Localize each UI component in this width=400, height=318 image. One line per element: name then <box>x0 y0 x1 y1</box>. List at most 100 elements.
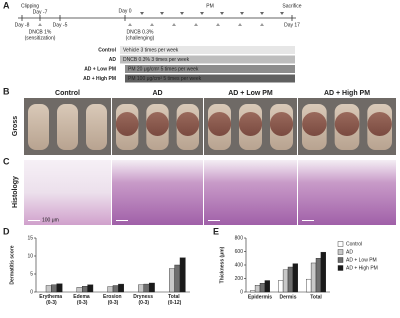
lesion <box>176 112 200 136</box>
x-tick-label: Dryness (0-3) <box>133 294 154 306</box>
bar <box>143 283 150 293</box>
treatment-bar <box>125 74 295 83</box>
scale-bar-line <box>302 220 314 221</box>
column-header: AD + Low PM <box>228 90 273 97</box>
panel-label: C <box>3 156 10 166</box>
timeline-label: DNCB 1% <box>29 29 52 35</box>
timeline-label: (sensitization) <box>25 35 56 41</box>
timeline-label: PM <box>206 3 214 9</box>
bar <box>51 284 57 293</box>
bar <box>138 284 145 293</box>
bar <box>118 283 124 293</box>
column-header: AD <box>152 90 162 97</box>
treatment-bar <box>120 46 295 54</box>
scale-bar: 100 μm <box>42 217 59 223</box>
scale-bar-line <box>116 220 128 221</box>
timeline-label: Day -5 <box>53 22 68 28</box>
bar <box>112 285 119 293</box>
legend-label: AD + High PM <box>346 265 378 271</box>
bar <box>249 290 256 293</box>
y-tick-label: 5 <box>30 271 33 277</box>
y-axis-label: Dermatitis score <box>9 245 15 284</box>
histology <box>204 160 297 225</box>
bar <box>148 282 155 293</box>
y-tick-label: 0 <box>30 289 33 295</box>
row-label: Gross <box>12 116 19 136</box>
bar <box>306 278 312 293</box>
bar <box>56 283 63 293</box>
legend-label: Control <box>346 241 362 247</box>
column-header: Control <box>55 90 80 97</box>
bar <box>107 286 114 293</box>
bar <box>264 280 270 293</box>
group-name: AD <box>109 57 117 63</box>
bar <box>282 269 289 293</box>
bar <box>76 287 83 293</box>
legend-swatch <box>337 241 344 247</box>
bar <box>310 262 317 293</box>
y-tick-label: 0 <box>240 289 243 295</box>
mouse <box>57 104 78 150</box>
bar <box>174 264 181 293</box>
timeline-label: (challenging) <box>126 35 155 41</box>
lesion <box>367 112 392 136</box>
histology <box>24 160 111 225</box>
gross-photos: Control AD AD + Low PM AD + High PM <box>24 90 396 155</box>
histology-photos: 100 μm <box>24 160 396 225</box>
timeline-label: Sacrifice <box>282 3 301 9</box>
row-label: Histology <box>12 176 19 208</box>
legend-swatch <box>337 249 344 255</box>
y-tick-label: 800 <box>235 235 244 241</box>
x-tick-label: Total (0-12) <box>168 294 182 306</box>
lesion <box>207 112 232 136</box>
treatment: PM 100 μg/cm² 5 times per week <box>128 76 202 82</box>
timeline-label: Day -7 <box>33 9 48 15</box>
x-tick-label: Erythema (0-3) <box>39 294 63 306</box>
timeline-ticks <box>21 12 293 26</box>
treatment-bar <box>120 55 295 64</box>
column-header: AD + High PM <box>324 90 370 97</box>
scale-bar-line <box>28 220 40 221</box>
lesion <box>269 112 294 136</box>
lesion <box>334 112 360 136</box>
panel-label: B <box>3 86 10 96</box>
legend-swatch <box>337 265 344 271</box>
bar <box>87 284 94 293</box>
mouse <box>28 104 49 150</box>
x-tick-label: Erosion (0-3) <box>103 294 123 306</box>
charts: D Dermatitis score 0 5 10 15 Erythema (0-3) Ede… <box>3 226 378 306</box>
lesion <box>115 112 139 136</box>
legend-label: AD + Low PM <box>346 257 377 263</box>
y-tick-label: 200 <box>235 276 244 282</box>
x-tick-label: Epidermis <box>248 294 272 300</box>
lesion <box>302 112 327 136</box>
y-axis-label: Thickness (μm) <box>219 246 225 283</box>
bar <box>315 258 322 293</box>
bar <box>292 263 298 293</box>
bar <box>287 266 294 293</box>
timeline-label: Day 0 <box>118 8 131 14</box>
group-name: Control <box>98 47 116 53</box>
mouse <box>86 104 107 150</box>
bar <box>169 268 175 293</box>
scale-bar-line <box>208 220 220 221</box>
bar <box>81 286 88 293</box>
legend-label: AD <box>346 249 353 255</box>
bar <box>320 251 326 293</box>
bar <box>45 285 52 293</box>
x-tick-label: Edema (0-3) <box>73 294 91 306</box>
x-tick-label: Dermis <box>280 294 297 300</box>
timeline-label: Day -8 <box>15 22 30 28</box>
bar <box>278 280 284 293</box>
x-tick-label: Total <box>310 294 322 300</box>
group-name: AD + High PM <box>83 76 116 82</box>
group-name: AD + Low PM <box>84 66 116 72</box>
treatment-bar <box>125 65 295 73</box>
lesion <box>146 112 169 136</box>
bar <box>179 257 186 293</box>
treatment: Vehicle 3 times per week <box>123 47 179 53</box>
bar <box>259 283 266 293</box>
group-table: Control Vehicle 3 times per week AD DNCB 0.… <box>83 46 295 83</box>
y-tick-label: 10 <box>27 253 33 259</box>
